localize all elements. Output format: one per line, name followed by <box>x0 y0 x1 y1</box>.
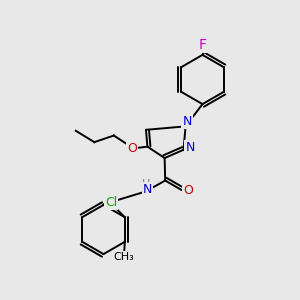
Text: H: H <box>142 179 151 189</box>
Text: N: N <box>182 115 192 128</box>
Text: N: N <box>185 141 195 154</box>
Text: N: N <box>142 183 152 196</box>
Text: O: O <box>183 184 193 196</box>
Text: F: F <box>199 38 206 52</box>
Text: Cl: Cl <box>105 196 117 209</box>
Text: O: O <box>127 142 137 154</box>
Text: CH₃: CH₃ <box>114 252 135 262</box>
